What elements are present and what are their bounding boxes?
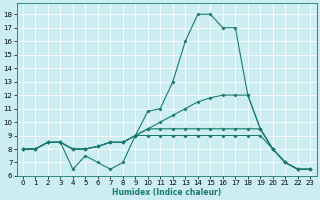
- X-axis label: Humidex (Indice chaleur): Humidex (Indice chaleur): [112, 188, 221, 197]
